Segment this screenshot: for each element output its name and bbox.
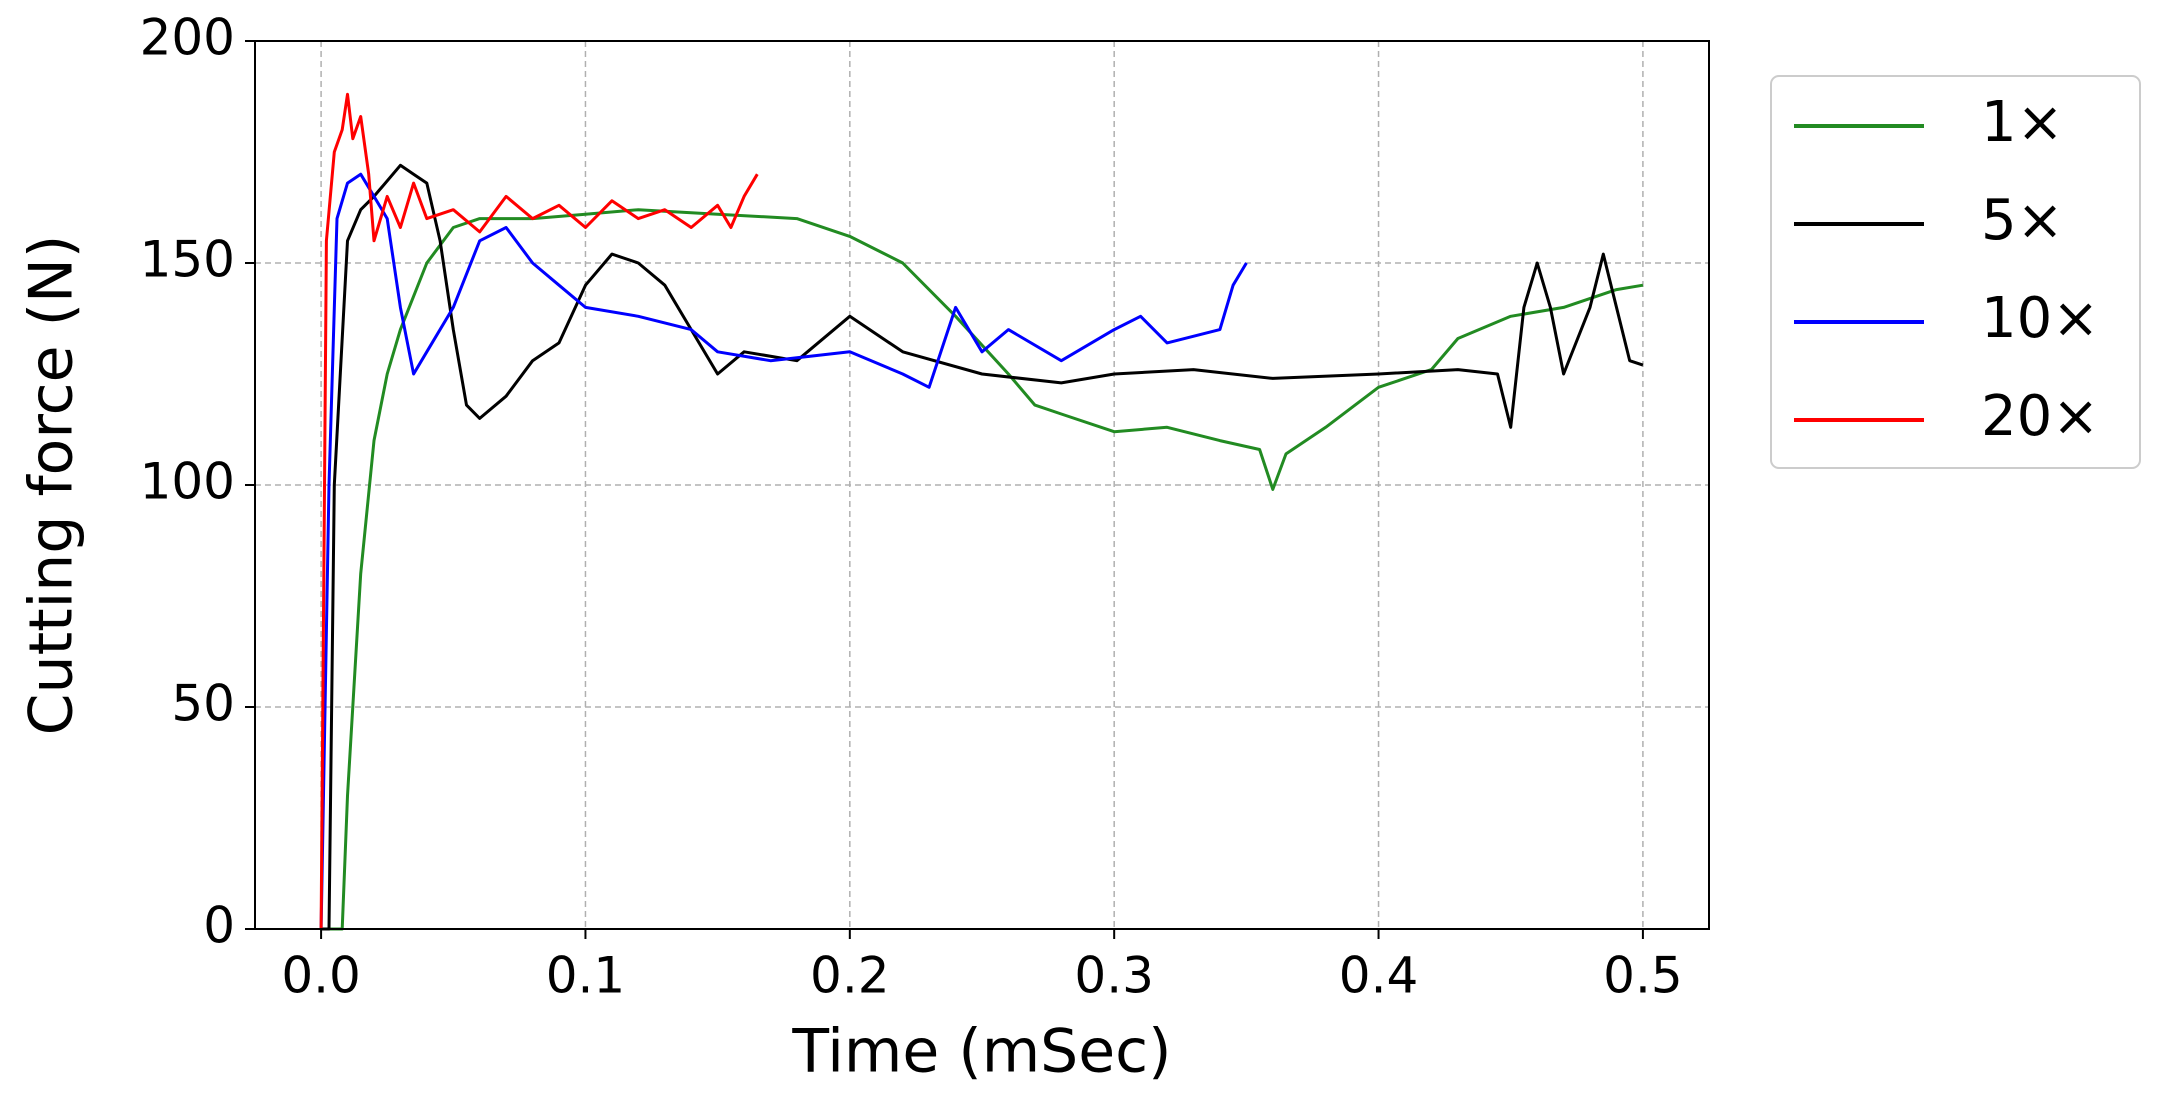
x-tick-label: 0.0 <box>281 947 361 1005</box>
y-axis-label: Cutting force (N) <box>17 235 87 736</box>
legend-label: 20× <box>1981 384 2099 449</box>
x-tick-label: 0.5 <box>1603 947 1683 1005</box>
legend-label: 5× <box>1981 188 2064 253</box>
legend-label: 10× <box>1981 286 2099 351</box>
y-tick-label: 0 <box>203 897 235 955</box>
y-tick-label: 200 <box>140 9 235 67</box>
y-tick-label: 100 <box>140 453 235 511</box>
data-line <box>321 163 1644 931</box>
y-tick-label: 150 <box>140 231 235 289</box>
x-axis-label: Time (mSec) <box>791 1017 1171 1087</box>
x-tick-label: 0.2 <box>810 947 890 1005</box>
data-line <box>319 92 759 930</box>
legend-label: 1× <box>1981 90 2064 155</box>
y-tick-label: 50 <box>171 675 235 733</box>
data-line <box>319 172 1248 930</box>
x-tick-label: 0.3 <box>1074 947 1154 1005</box>
data-line <box>321 208 1644 931</box>
x-tick-label: 0.1 <box>546 947 626 1005</box>
x-tick-label: 0.4 <box>1339 947 1419 1005</box>
legend-box <box>1770 75 2141 469</box>
plot-frame <box>254 40 1710 930</box>
